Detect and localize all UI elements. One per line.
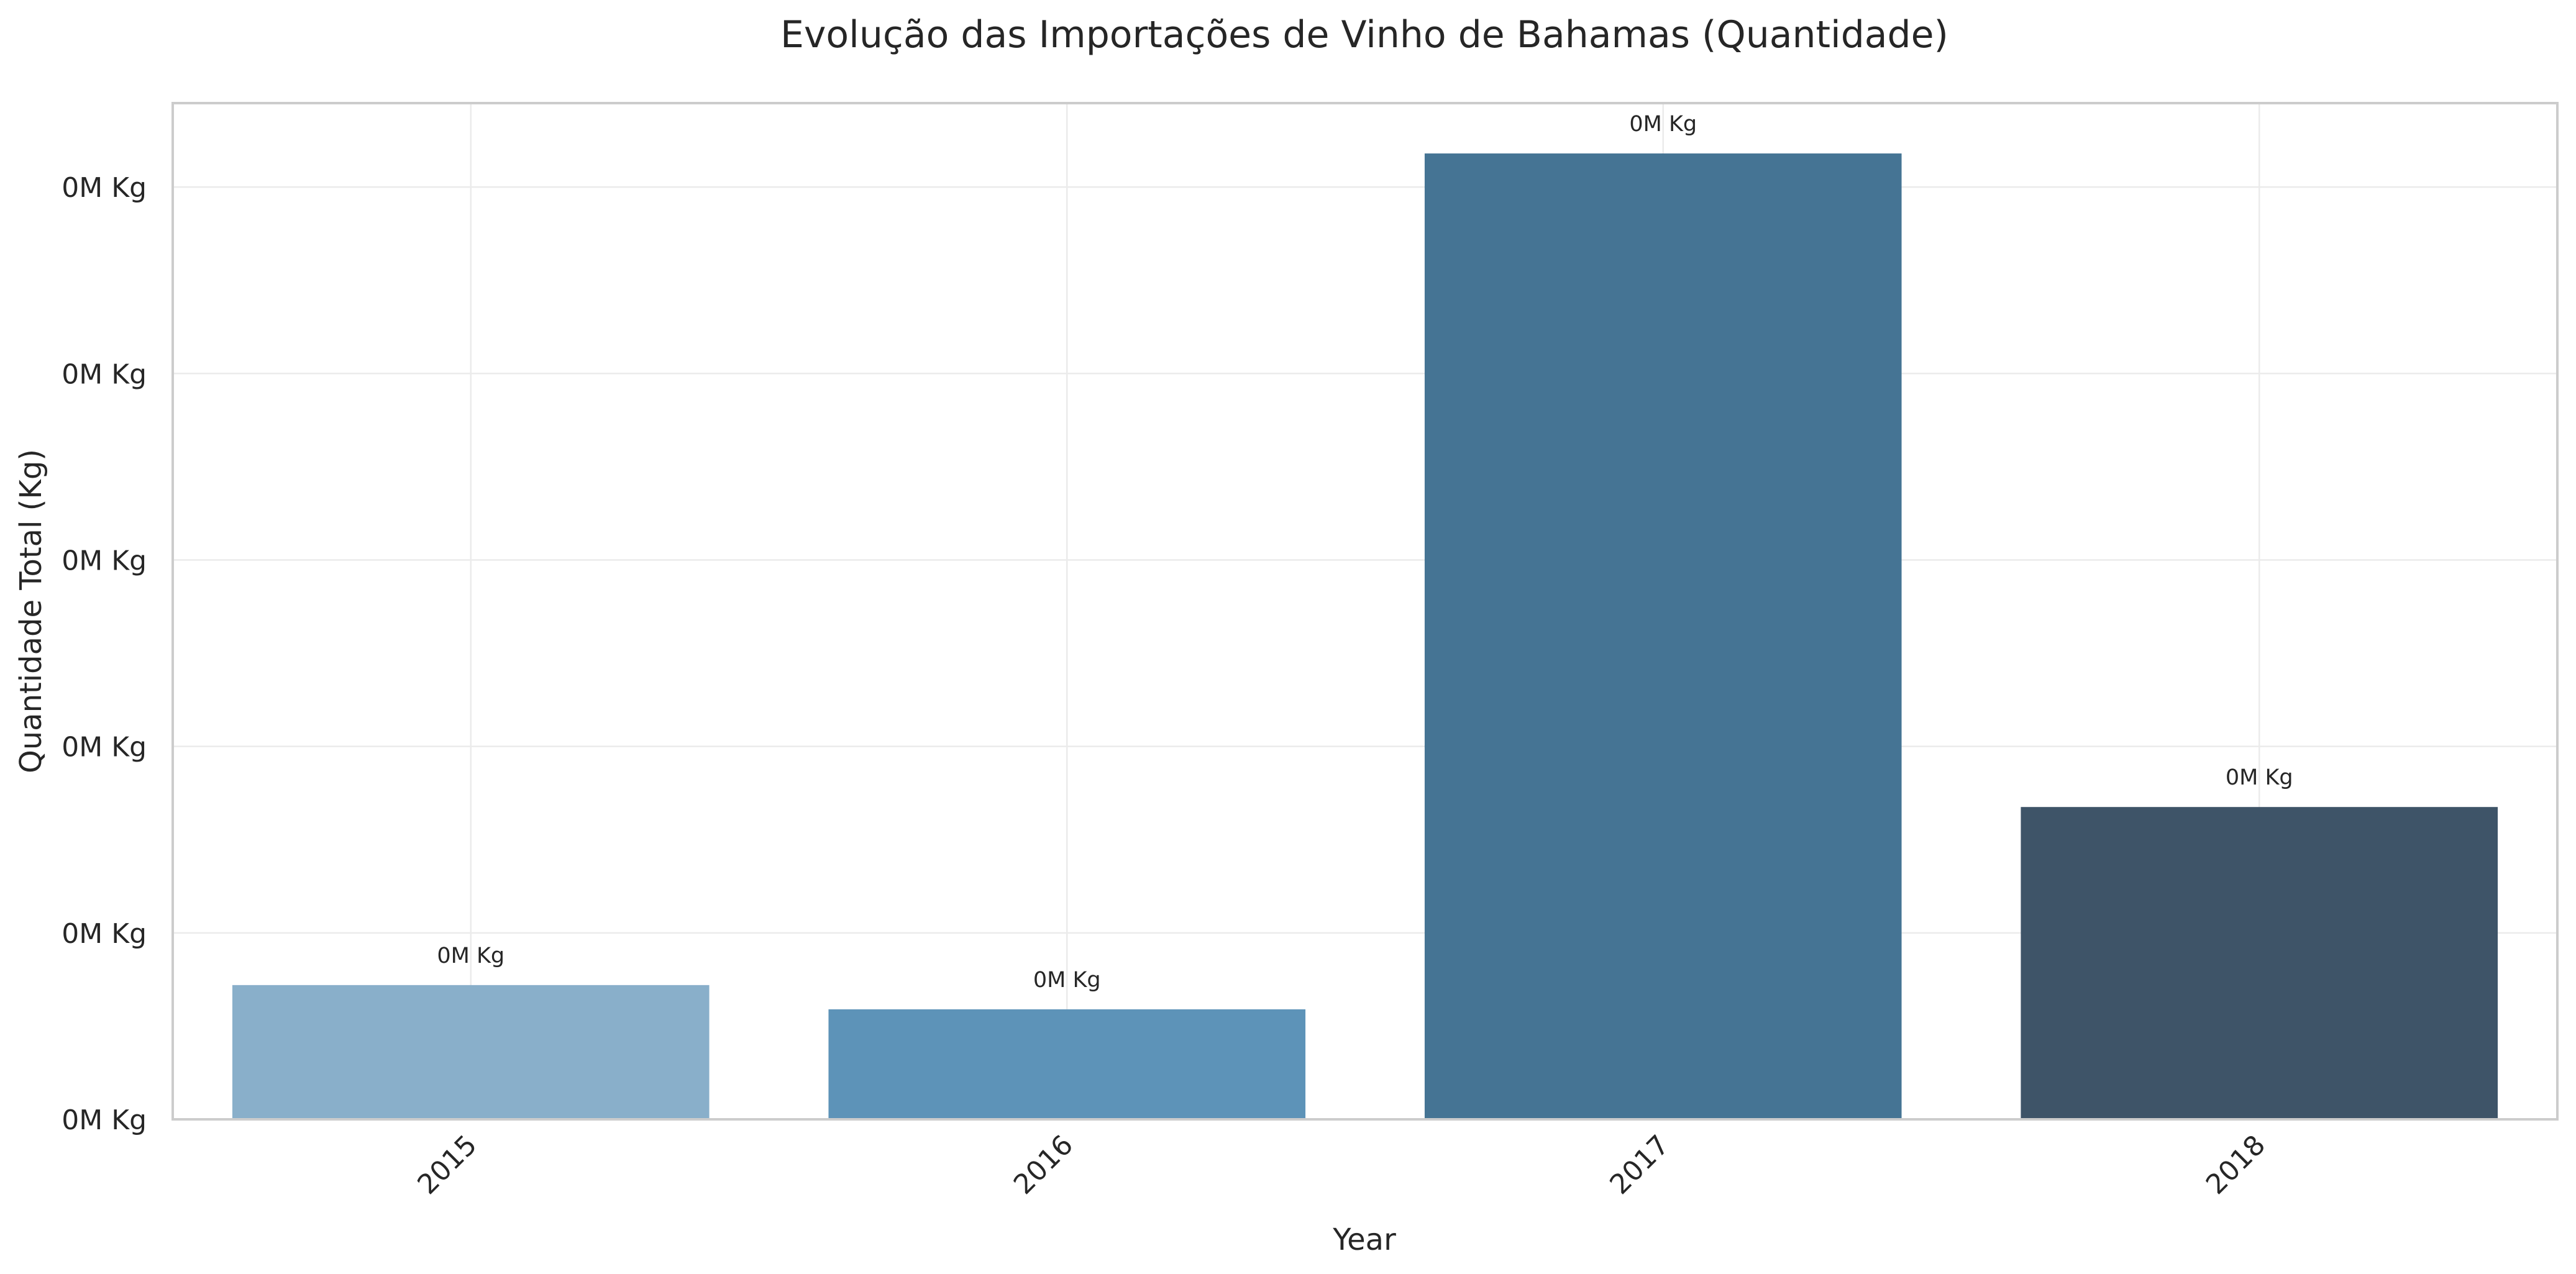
y-tick-label: 0M Kg [62,172,147,204]
y-tick-label: 0M Kg [62,545,147,576]
data-label-2018: 0M Kg [2226,765,2293,790]
x-axis-label: Year [1332,1222,1396,1257]
bar-2017 [1424,153,1902,1119]
data-label-2017: 0M Kg [1629,112,1697,137]
y-tick-label: 0M Kg [62,1104,147,1136]
data-label-2015: 0M Kg [437,944,505,968]
y-axis-label: Quantidade Total (Kg) [14,449,48,773]
data-labels: 0M Kg 0M Kg 0M Kg 0M Kg [437,112,2293,993]
y-axis-ticks: 0M Kg 0M Kg 0M Kg 0M Kg 0M Kg 0M Kg [62,172,147,1136]
y-tick-label: 0M Kg [62,732,147,763]
bars [232,153,2498,1119]
plot-frame [171,102,2559,1121]
chart-title: Evolução das Importações de Vinho de Bah… [780,13,1948,57]
bar-2016 [828,1009,1306,1119]
data-label-2016: 0M Kg [1033,968,1101,993]
bar-2015 [232,985,710,1119]
bar-2018 [2021,807,2498,1119]
y-tick-label: 0M Kg [62,358,147,390]
y-tick-label: 0M Kg [62,918,147,950]
